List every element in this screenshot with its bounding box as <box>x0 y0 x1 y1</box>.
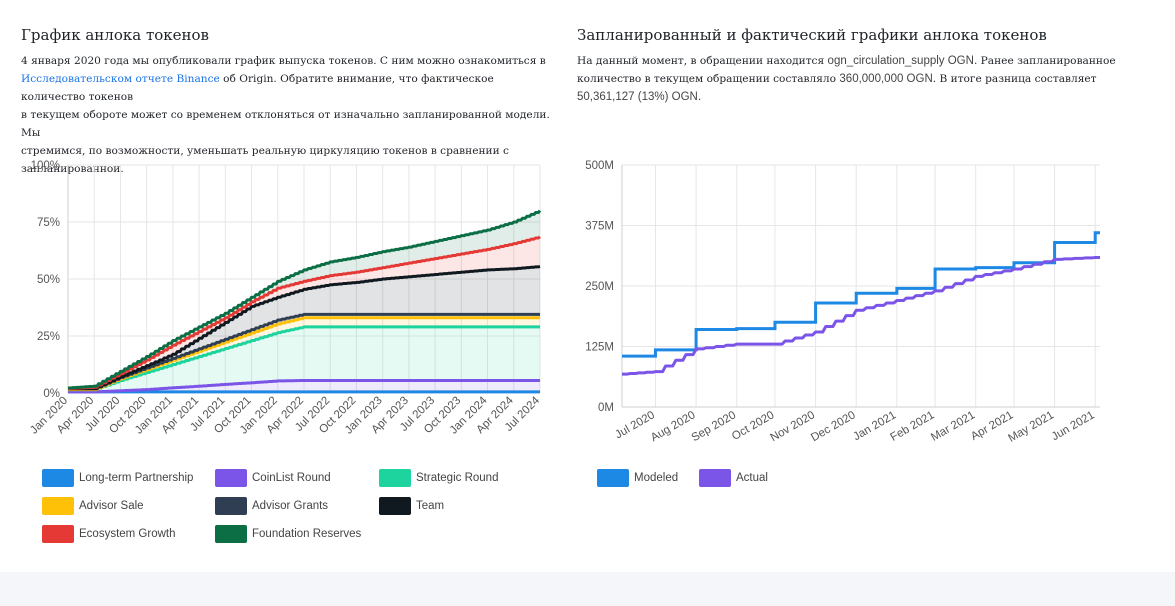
y-tick-label: 125M <box>585 342 614 354</box>
series-line-actual[interactable] <box>622 255 1100 376</box>
binance-report-link[interactable]: Исследовательском отчете Binance <box>21 73 220 85</box>
legend-item-ecosystem-growth[interactable]: Ecosystem Growth <box>42 525 176 543</box>
y-tick-label: 0M <box>598 402 614 414</box>
legend-item-foundation-reserves[interactable]: Foundation Reserves <box>215 525 361 543</box>
legend-item-advisor-sale[interactable]: Advisor Sale <box>42 497 144 515</box>
series-line-coinlist-round[interactable] <box>68 378 540 394</box>
legend-swatch <box>699 469 731 487</box>
legend-swatch <box>42 469 74 487</box>
legend-item-modeled[interactable]: Modeled <box>597 469 678 487</box>
left-paragraph-line: в текущем обороте может со временем откл… <box>21 109 550 139</box>
right-paragraph-text: . В итоге разница составляет <box>932 73 1097 85</box>
left-paragraph-line: Исследовательском отчете Binance об Orig… <box>21 70 561 106</box>
legend-item-actual[interactable]: Actual <box>699 469 768 487</box>
left-paragraph-text: об Origin. Обратите внимание, что фактич… <box>21 73 494 103</box>
right-paragraph-text: . Ранее запланированное <box>973 55 1116 67</box>
area-coinlist-round <box>68 380 540 392</box>
y-tick-label: 0% <box>43 388 60 400</box>
legend-swatch <box>215 525 247 543</box>
right-section-description: На данный момент, в обращении находится … <box>577 52 1137 106</box>
legend-item-strategic-round[interactable]: Strategic Round <box>379 469 498 487</box>
y-tick-label: 50% <box>37 274 60 286</box>
x-tick-label: Dec 2020 <box>809 409 858 444</box>
legend-swatch <box>379 497 411 515</box>
legend-item-long-term-partnership[interactable]: Long-term Partnership <box>42 469 193 487</box>
area-strategic-round <box>68 326 540 392</box>
planned-vs-actual-legend: Modeled Actual <box>597 469 897 493</box>
y-tick-label: 375M <box>585 221 614 233</box>
x-tick-label: Nov 2020 <box>768 409 817 444</box>
series-line-modeled[interactable] <box>622 231 1100 358</box>
left-paragraph-line: 4 января 2020 года мы опубликовали графи… <box>21 55 546 67</box>
left-section-description: 4 января 2020 года мы опубликовали графи… <box>21 52 561 178</box>
left-section-title: График анлока токенов <box>21 26 209 44</box>
series-line-strategic-round[interactable] <box>68 325 540 392</box>
legend-label: Strategic Round <box>416 472 499 484</box>
token-unlock-legend: Long-term Partnership CoinList Round Strat… <box>42 469 562 549</box>
x-tick-label: Mar 2021 <box>929 409 977 444</box>
left-paragraph-line: запланированной. <box>21 163 124 175</box>
right-paragraph-line: На данный момент, в обращении находится … <box>577 52 1137 70</box>
legend-item-coinlist-round[interactable]: CoinList Round <box>215 469 331 487</box>
y-tick-label: 250M <box>585 281 614 293</box>
legend-label: Ecosystem Growth <box>79 528 176 540</box>
page-footer-band <box>0 572 1175 606</box>
y-tick-label: 75% <box>37 217 60 229</box>
series-line-ecosystem-growth[interactable] <box>68 235 541 390</box>
y-tick-label: 100% <box>31 160 60 172</box>
legend-label: Actual <box>736 472 768 484</box>
series-line-team[interactable] <box>68 265 541 390</box>
right-paragraph-line: 50,361,127 (13%) OGN. <box>577 88 1137 106</box>
right-paragraph-text: . <box>697 91 702 103</box>
legend-label: Modeled <box>634 472 679 484</box>
legend-label: Foundation Reserves <box>252 528 362 540</box>
legend-swatch <box>597 469 629 487</box>
x-tick-label: Sep 2020 <box>690 409 739 444</box>
legend-label: Advisor Grants <box>252 500 329 512</box>
x-tick-label: Oct 2020 <box>730 409 776 443</box>
area-foundation-reserves <box>68 210 540 389</box>
legend-swatch <box>379 469 411 487</box>
series-line-foundation-reserves[interactable] <box>68 209 542 390</box>
legend-item-advisor-grants[interactable]: Advisor Grants <box>215 497 328 515</box>
x-tick-label: Aug 2020 <box>649 409 698 444</box>
legend-swatch <box>215 497 247 515</box>
area-team <box>68 266 540 389</box>
legend-label: Long-term Partnership <box>79 472 194 484</box>
x-tick-label: Feb 2021 <box>888 409 936 444</box>
supply-difference-value: 50,361,127 (13%) OGN <box>577 91 698 103</box>
planned-supply-value: 360,000,000 OGN <box>839 73 933 85</box>
right-paragraph-text: количество в текущем обращении составлял… <box>577 73 840 85</box>
legend-label: CoinList Round <box>252 472 331 484</box>
right-paragraph-text: На данный момент, в обращении находится <box>577 55 828 67</box>
y-tick-label: 500M <box>585 160 614 172</box>
right-paragraph-line: количество в текущем обращении составлял… <box>577 70 1137 88</box>
right-section-title: Запланированный и фактический графики ан… <box>577 26 1047 44</box>
legend-item-team[interactable]: Team <box>379 497 444 515</box>
x-tick-label: May 2021 <box>1006 409 1056 445</box>
x-tick-label: Jun 2021 <box>1050 409 1097 443</box>
legend-swatch <box>42 497 74 515</box>
area-advisor-sale <box>68 317 540 390</box>
legend-label: Team <box>416 500 445 512</box>
legend-label: Advisor Sale <box>79 500 144 512</box>
y-tick-label: 25% <box>37 331 60 343</box>
left-paragraph-line: стремимся, по возможности, уменьшать реа… <box>21 145 509 157</box>
legend-swatch <box>42 525 74 543</box>
legend-swatch <box>215 469 247 487</box>
circulation-supply-value: ogn_circulation_supply OGN <box>827 55 974 67</box>
